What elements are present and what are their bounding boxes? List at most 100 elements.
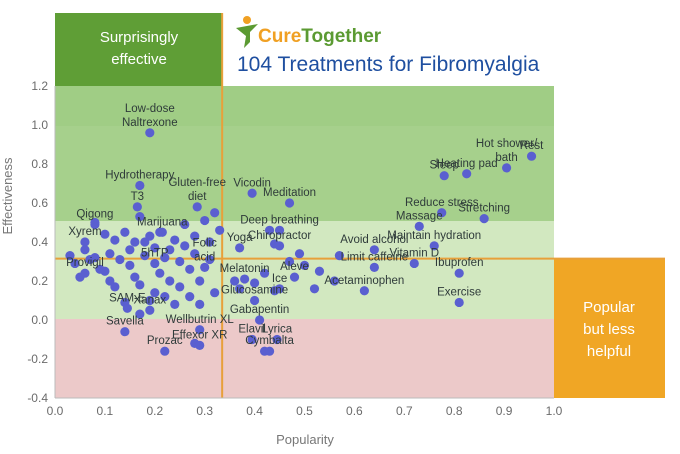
data-label: Yoga <box>227 232 253 244</box>
y-tick-label: 0.0 <box>31 313 48 327</box>
popular-less-helpful-line-2: but less <box>583 321 635 338</box>
surprisingly-effective-box <box>55 13 223 86</box>
data-point <box>175 282 185 292</box>
data-point <box>70 258 80 269</box>
data-point <box>110 235 120 245</box>
data-point <box>299 260 310 270</box>
data-label: Rest <box>520 140 544 152</box>
data-point <box>294 249 305 259</box>
surprisingly-effective-line-1: Surprisingly <box>100 29 179 46</box>
data-point <box>429 241 439 251</box>
data-label: Meditation <box>263 187 316 199</box>
data-point <box>120 327 130 337</box>
data-point <box>369 245 379 255</box>
data-label: Stretching <box>458 203 510 215</box>
data-point <box>309 284 320 294</box>
data-label: Limit caffeine <box>341 251 409 263</box>
data-point <box>526 151 537 161</box>
data-point <box>230 276 240 286</box>
data-point <box>190 231 200 241</box>
data-label: Chiropractor <box>248 230 311 242</box>
data-point <box>195 276 205 286</box>
data-label: Xanax <box>134 294 167 306</box>
data-point <box>145 231 155 241</box>
data-point <box>190 249 200 259</box>
x-tick-label: 0.3 <box>196 404 213 418</box>
data-point <box>272 334 282 345</box>
data-point <box>195 299 205 309</box>
data-point <box>160 253 170 263</box>
data-point <box>250 295 260 306</box>
y-tick-label: 0.2 <box>31 274 48 288</box>
data-point <box>409 258 419 269</box>
data-point <box>80 237 90 247</box>
data-point <box>314 266 325 276</box>
data-point <box>180 219 190 230</box>
data-point <box>140 251 150 261</box>
data-point <box>155 268 165 278</box>
data-point <box>170 299 180 309</box>
data-point <box>130 237 140 247</box>
x-ticks: 0.0 0.1 0.2 0.3 0.4 0.5 0.6 0.7 0.8 0.9 1.0 <box>47 404 563 418</box>
data-label: Qigong <box>76 208 113 220</box>
data-point <box>115 254 125 265</box>
axes <box>54 86 554 399</box>
data-point <box>274 225 285 235</box>
data-point <box>259 268 270 278</box>
data-point <box>195 325 205 335</box>
data-label: Acetaminophen <box>324 275 404 287</box>
data-label: Deep breathing <box>240 214 319 226</box>
data-label: Prozac <box>147 335 183 347</box>
data-point <box>80 268 90 278</box>
data-label: T3 <box>131 191 144 203</box>
popular-less-helpful-line-3: helpful <box>587 343 631 360</box>
data-point <box>359 286 369 296</box>
data-point <box>210 288 220 298</box>
data-point <box>250 278 260 288</box>
data-label: Folic acid <box>193 237 218 263</box>
data-label: Gabapentin <box>230 304 289 316</box>
data-point <box>195 340 205 350</box>
data-label: Lyrica <box>262 324 293 336</box>
data-point <box>125 245 135 255</box>
data-point <box>501 163 512 173</box>
data-label: Aleve <box>280 261 309 273</box>
x-tick-label: 0.2 <box>146 404 163 418</box>
data-point <box>437 208 447 218</box>
data-point <box>165 245 175 255</box>
data-point <box>100 266 110 276</box>
data-point <box>135 309 145 319</box>
person-icon <box>236 16 258 48</box>
popular-less-helpful-box <box>554 258 665 398</box>
x-tick-label: 0.7 <box>396 404 413 418</box>
y-tick-label: 0.8 <box>31 157 48 171</box>
x-tick-label: 0.9 <box>496 404 513 418</box>
x-axis-title: Popularity <box>276 432 334 447</box>
quadrant-boxes: Surprisingly effective Popular but less … <box>55 13 665 398</box>
data-label: Sleep <box>430 160 459 172</box>
data-point <box>200 262 210 272</box>
data-point <box>274 241 285 251</box>
data-label: Hydrotherapy <box>105 169 174 181</box>
data-point <box>157 227 167 237</box>
data-point <box>284 198 295 208</box>
data-point <box>150 288 160 298</box>
data-point <box>160 346 170 356</box>
divider-lines <box>55 13 665 398</box>
data-label: Vicodin <box>233 177 271 189</box>
data-point <box>334 251 345 261</box>
x-tick-label: 1.0 <box>546 404 563 418</box>
surprisingly-effective-line-2: effective <box>111 51 167 68</box>
data-label: Reduce stress <box>405 197 479 209</box>
y-tick-label: 1.0 <box>31 118 48 132</box>
data-point <box>235 284 245 294</box>
data-label: Heating pad <box>436 158 498 170</box>
data-point <box>170 235 180 245</box>
data-label: Savella <box>106 316 144 328</box>
data-point <box>210 208 220 218</box>
popular-less-helpful-line-1: Popular <box>583 299 635 316</box>
y-axis-title: Effectiveness <box>0 157 15 235</box>
data-point <box>247 188 257 198</box>
band-middle <box>55 221 554 319</box>
x-tick-label: 0.5 <box>296 404 313 418</box>
